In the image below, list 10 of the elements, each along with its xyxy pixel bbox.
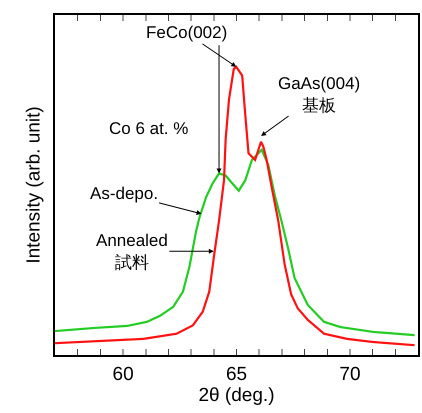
x-tick-label: 65	[226, 364, 248, 385]
annotation: GaAs(004) 基板	[278, 74, 360, 116]
x-tick-label: 60	[112, 364, 134, 385]
annotation: FeCo(002)	[146, 23, 228, 42]
x-axis-title: 2θ (deg.)	[198, 384, 275, 406]
annotation: As-depo.	[90, 184, 158, 203]
annotation: Co 6 at. %	[109, 119, 188, 138]
x-tick-label: 70	[339, 364, 361, 385]
y-axis-title: Intensity (arb. unit)	[23, 106, 44, 264]
annotation: Annealed 試料	[96, 231, 168, 272]
